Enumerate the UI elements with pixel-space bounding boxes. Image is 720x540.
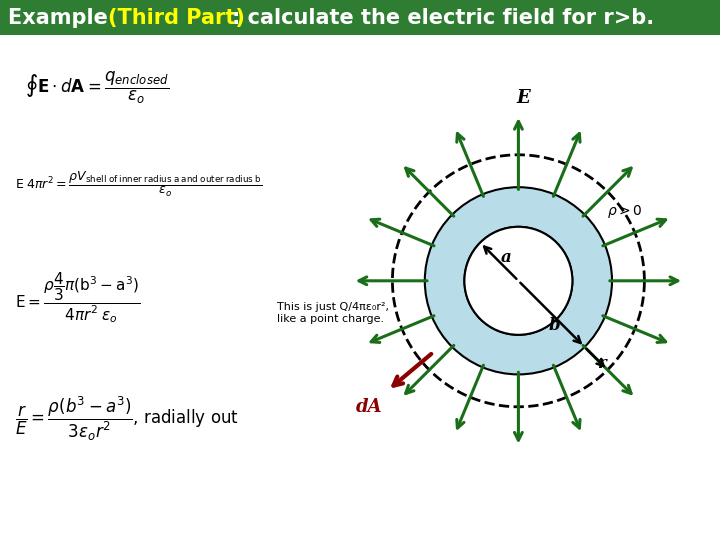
- Circle shape: [464, 227, 572, 335]
- Text: Example: Example: [8, 8, 115, 28]
- Text: b: b: [549, 317, 560, 334]
- Text: dA: dA: [356, 399, 383, 416]
- Text: $\dfrac{r}{E} = \dfrac{\rho\left(b^3 - a^3\right)}{3\varepsilon_o r^2}$, radiall: $\dfrac{r}{E} = \dfrac{\rho\left(b^3 - a…: [15, 395, 239, 443]
- Text: a: a: [501, 249, 512, 266]
- Text: $\mathrm{E} = \dfrac{\rho \dfrac{4}{3}\pi\left(\mathrm{b}^3 - \mathrm{a}^3\right: $\mathrm{E} = \dfrac{\rho \dfrac{4}{3}\p…: [15, 270, 140, 325]
- Text: This is just Q/4πε₀r²,
like a point charge.: This is just Q/4πε₀r², like a point char…: [277, 302, 390, 324]
- Text: E: E: [516, 89, 530, 107]
- Text: $\rho > 0$: $\rho > 0$: [606, 203, 642, 220]
- Text: r: r: [597, 355, 606, 372]
- Text: (Third Part): (Third Part): [108, 8, 245, 28]
- Text: $\mathrm{E} \; 4\pi r^2 = \dfrac{\rho V_{\mathrm{shell\;of\;inner\;radius\;a\;an: $\mathrm{E} \; 4\pi r^2 = \dfrac{\rho V_…: [15, 170, 263, 199]
- Text: : calculate the electric field for r>b.: : calculate the electric field for r>b.: [232, 8, 654, 28]
- Text: $\oint \mathbf{E} \cdot d\mathbf{A} = \dfrac{q_{enclosed}}{\varepsilon_o}$: $\oint \mathbf{E} \cdot d\mathbf{A} = \d…: [25, 70, 169, 106]
- Bar: [0, 0, 720, 35]
- Wedge shape: [425, 187, 612, 374]
